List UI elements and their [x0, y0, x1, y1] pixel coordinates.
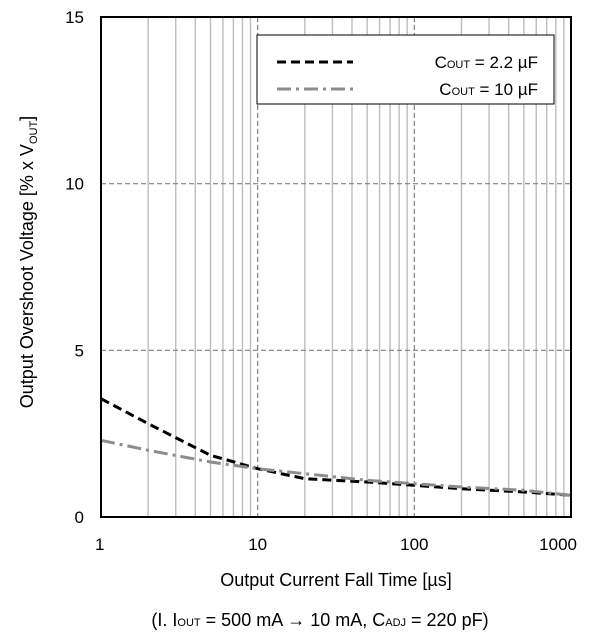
x-tick-labels: 1 10 100 1000 — [95, 535, 577, 554]
x-tick-label: 1000 — [539, 535, 577, 554]
y-axis-title: Output Overshoot Voltage [% x VOUT] — [17, 116, 40, 408]
y-axis-title-main: Output Overshoot Voltage [% x V — [17, 144, 37, 408]
series-layer — [100, 397, 572, 497]
legend-label-0-pre: C — [435, 53, 447, 72]
y-tick-label: 15 — [65, 8, 84, 27]
x-tick-label: 1 — [95, 535, 104, 554]
legend-label-cout-10uf: COUT = 10 µF — [439, 80, 538, 99]
y-tick-label: 5 — [75, 341, 84, 360]
note-sub-1: OUT — [177, 617, 201, 629]
condition-note: (I. IOUT = 500 mA → 10 mA, CADJ = 220 pF… — [151, 610, 488, 630]
x-tick-label: 10 — [248, 535, 267, 554]
x-tick-label: 100 — [400, 535, 428, 554]
legend-box — [256, 34, 555, 105]
plot-frame — [100, 16, 572, 518]
note-part-1: (I. I — [151, 610, 177, 630]
legend-label-1-sub: OUT — [452, 86, 476, 98]
y-tick-label: 0 — [75, 508, 84, 527]
note-part-3: = 220 pF) — [406, 610, 489, 630]
legend-label-0-sub: OUT — [447, 59, 471, 71]
y-tick-labels: 0 5 10 15 — [65, 8, 84, 527]
note-part-2: = 500 mA → 10 mA, C — [201, 610, 386, 630]
y-axis-title-sub: OUT — [28, 121, 40, 145]
legend-label-1-pre: C — [439, 80, 451, 99]
x-axis-title: Output Current Fall Time [µs] — [220, 570, 451, 590]
y-axis-title-end: ] — [17, 116, 37, 121]
series-line-0 — [100, 397, 572, 497]
legend-label-1-post: = 10 µF — [475, 80, 538, 99]
note-sub-2: ADJ — [385, 617, 406, 629]
series-line-1 — [100, 438, 572, 497]
y-tick-label: 10 — [65, 175, 84, 194]
legend-label-0-post: = 2.2 µF — [470, 53, 538, 72]
legend-label-cout-2-2uf: COUT = 2.2 µF — [435, 53, 538, 72]
legend: COUT = 2.2 µF COUT = 10 µF — [256, 34, 555, 105]
